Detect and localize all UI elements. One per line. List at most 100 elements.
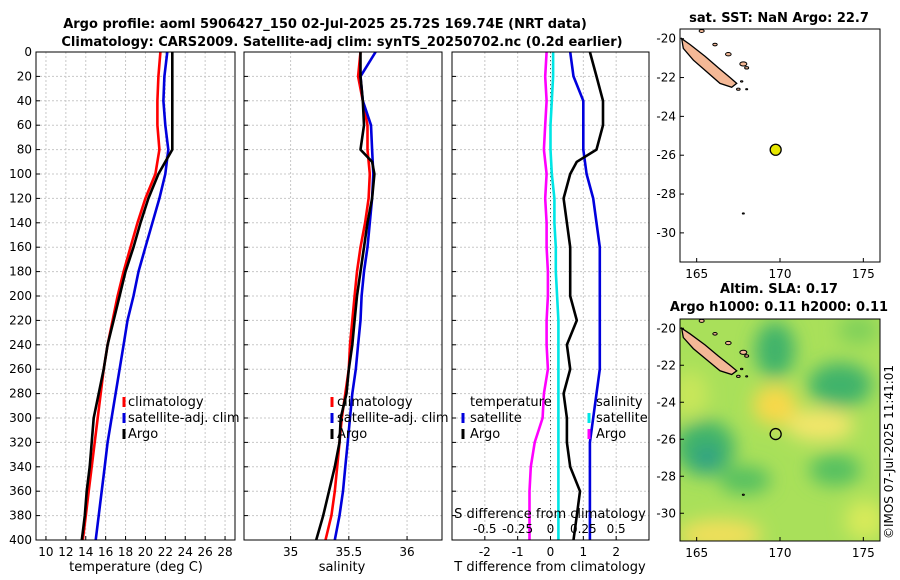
map-y-tick-label: -30 [656, 506, 676, 520]
x-tick-label: 2 [612, 545, 620, 559]
y-tick-label: 100 [9, 167, 32, 181]
map-x-tick-label: 170 [769, 267, 792, 281]
legend-label-argo: Argo [128, 427, 158, 442]
salinity-xlabel: salinity [319, 560, 366, 575]
y-tick-label: 360 [9, 484, 32, 498]
legend-title-salinity: salinity [596, 395, 643, 410]
series-line-argo [80, 52, 174, 540]
y-tick-label: 280 [9, 387, 32, 401]
island [741, 493, 745, 496]
legend-label-climatology: climatology [128, 395, 204, 410]
y-tick-label: 220 [9, 313, 32, 327]
legend-label-t-argo: Argo [470, 427, 500, 442]
island [739, 367, 744, 371]
island [725, 340, 732, 346]
y-tick-label: 380 [9, 509, 32, 523]
x-tick-label: -2 [479, 545, 491, 559]
island [744, 354, 750, 358]
legend-label-climatology: climatology [337, 395, 413, 410]
series-line-s-diff-satellite [549, 52, 560, 540]
sla-map-panel: Altim. SLA: 0.17 Argo h1000: 0.11 h2000:… [656, 282, 888, 560]
sst-map-panel: sat. SST: NaN Argo: 22.7 165 170 175 -20 -22… [656, 11, 881, 281]
map-y-tick-label: -28 [656, 187, 676, 201]
y-tick-label: 80 [17, 143, 32, 157]
argo-float-marker [769, 427, 782, 441]
x-tick-label: 22 [158, 545, 173, 559]
s-x-tick-label: 0.5 [607, 522, 626, 536]
argo-float-marker [769, 143, 782, 156]
y-tick-label: 400 [9, 533, 32, 547]
x-tick-label: -1 [512, 545, 524, 559]
sla-map-title-line1: Altim. SLA: 0.17 [720, 282, 838, 297]
legend-label-satellite: satellite-adj. clim [128, 411, 240, 426]
x-tick-label: 16 [98, 545, 113, 559]
island [741, 212, 745, 215]
island [744, 66, 750, 70]
s-x-tick-label: -0.25 [502, 522, 533, 536]
series-line-argo [314, 52, 376, 540]
x-tick-label: 0 [547, 545, 555, 559]
s-x-tick-label: -0.5 [473, 522, 496, 536]
series-line-t-diff-argo [562, 52, 605, 540]
x-tick-label: 10 [38, 545, 53, 559]
y-tick-label: 120 [9, 191, 32, 205]
x-tick-label: 24 [178, 545, 193, 559]
x-tick-label: 28 [217, 545, 232, 559]
y-tick-label: 180 [9, 265, 32, 279]
map-y-tick-label: -28 [656, 469, 676, 483]
footer-credit: ©IMOS 07-Jul-2025 11:41:01 [882, 365, 896, 539]
salinity-panel: 35 35.5 36 climatology satellite-adj. clim… [243, 51, 449, 575]
island [698, 28, 705, 33]
y-tick-label: 260 [9, 362, 32, 376]
x-tick-label: 18 [118, 545, 133, 559]
x-tick-label: 20 [138, 545, 153, 559]
temperature-panel: 10 12 14 16 18 20 22 24 26 2802040608010012014016… [9, 45, 240, 575]
sst-map-title: sat. SST: NaN Argo: 22.7 [689, 11, 869, 26]
y-tick-label: 320 [9, 435, 32, 449]
difference-legend: temperature satellite Argo salinity sate… [461, 395, 648, 442]
x-tick-label: 35.5 [335, 545, 362, 559]
new-caledonia-island [680, 37, 738, 89]
legend-label-satellite: satellite-adj. clim [337, 411, 449, 426]
series-line-s-diff-argo [528, 52, 550, 540]
map-y-tick-label: -26 [656, 148, 676, 162]
x-tick-label: 36 [399, 545, 414, 559]
island [745, 375, 749, 378]
legend-title-temperature: temperature [470, 395, 552, 410]
y-tick-label: 40 [17, 94, 32, 108]
legend-label-s-satellite: satellite [596, 411, 648, 426]
x-tick-label: 35 [283, 545, 298, 559]
y-tick-label: 200 [9, 289, 32, 303]
island [712, 331, 718, 336]
island [725, 52, 732, 57]
map-y-tick-label: -22 [656, 71, 676, 85]
x-tick-label: 26 [198, 545, 213, 559]
y-tick-label: 300 [9, 411, 32, 425]
legend-label-s-argo: Argo [596, 427, 626, 442]
s-x-tick-label: 0.25 [570, 522, 597, 536]
figure-title-line2: Climatology: CARS2009. Satellite-adj cli… [61, 35, 622, 50]
difference-panel: -2 -1 0 1 2 -0.5 -0.25 0 0.25 0.5 temperature sat… [451, 51, 650, 575]
legend-label-argo: Argo [337, 427, 367, 442]
new-caledonia-island [680, 326, 738, 376]
legend-label-t-satellite: satellite [470, 411, 522, 426]
y-tick-label: 140 [9, 216, 32, 230]
series-line-satellite-adj-clim [333, 52, 377, 540]
island [698, 318, 705, 323]
map-x-tick-label: 165 [685, 267, 708, 281]
island [736, 374, 741, 378]
map-x-tick-label: 170 [769, 546, 792, 560]
map-x-tick-label: 165 [685, 546, 708, 560]
figure-title-line1: Argo profile: aoml 5906427_150 02-Jul-20… [63, 17, 587, 32]
sla-map-title-line2: Argo h1000: 0.11 h2000: 0.11 [670, 300, 888, 315]
island [736, 87, 741, 91]
map-y-tick-label: -30 [656, 226, 676, 240]
temperature-legend: climatology satellite-adj. clim Argo [122, 395, 240, 442]
series-line-t-diff-satellite [568, 52, 602, 540]
map-y-tick-label: -26 [656, 432, 676, 446]
map-y-tick-label: -20 [656, 32, 676, 46]
t-difference-xlabel: T difference from climatology [453, 560, 646, 575]
x-tick-label: 14 [78, 545, 93, 559]
series-line-climatology [81, 52, 162, 540]
